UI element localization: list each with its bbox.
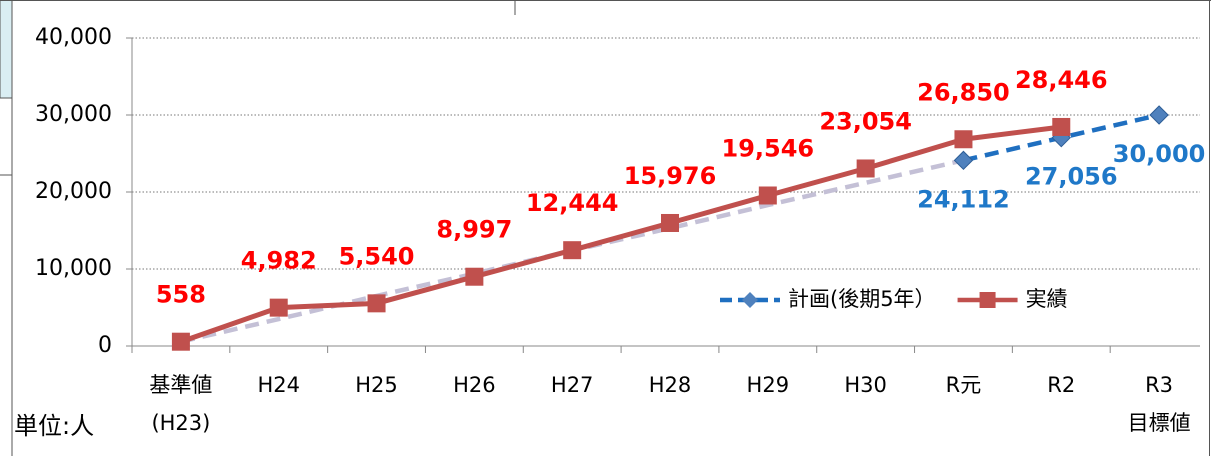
- data-label: 26,850: [917, 78, 1010, 106]
- data-label: 24,112: [917, 185, 1010, 213]
- y-tick-label: 0: [98, 333, 112, 358]
- y-tick-label: 30,000: [35, 102, 112, 127]
- y-tick-label: 40,000: [35, 25, 112, 50]
- marker: [954, 130, 973, 149]
- x-tick-label: R元: [945, 373, 982, 397]
- marker: [953, 150, 974, 171]
- x-tick-label: R2: [1047, 373, 1076, 397]
- legend-label: 計画(後期5年）: [788, 287, 936, 311]
- data-label: 4,982: [241, 247, 317, 275]
- marker: [758, 186, 777, 205]
- legend-marker: [742, 292, 758, 308]
- x-tick-label: H25: [355, 373, 398, 397]
- marker: [269, 298, 288, 317]
- marker: [367, 294, 386, 313]
- x-tick-label: H30: [844, 373, 887, 397]
- data-label: 558: [156, 281, 206, 309]
- x-tick-label: 基準値 (H23): [149, 373, 213, 435]
- data-label: 12,444: [526, 189, 619, 217]
- x-tick-label: H29: [746, 373, 790, 397]
- y-tick-label: 10,000: [35, 256, 112, 281]
- data-label: 8,997: [436, 216, 512, 244]
- data-label: 15,976: [624, 162, 717, 190]
- data-label: 30,000: [1113, 140, 1206, 168]
- data-label: 23,054: [819, 107, 912, 135]
- data-label: 27,056: [1025, 163, 1118, 191]
- y-tick-label: 20,000: [35, 179, 112, 204]
- marker: [563, 241, 582, 260]
- data-label: 28,446: [1015, 66, 1108, 94]
- x-tick-label: R3 目標値: [1127, 373, 1191, 435]
- marker: [661, 213, 679, 232]
- x-tick-label: H28: [648, 373, 692, 397]
- x-tick-label: H26: [453, 373, 496, 397]
- legend-label: 実績: [1026, 287, 1068, 311]
- x-tick-label: H27: [550, 373, 594, 397]
- data-label: 5,540: [339, 242, 415, 270]
- unit-note: 単位:人: [14, 412, 95, 440]
- x-tick-label: H24: [257, 373, 300, 397]
- series-line: [180, 124, 1062, 345]
- marker: [856, 159, 875, 178]
- marker: [1052, 117, 1071, 136]
- data-label: 19,546: [722, 134, 815, 162]
- frame-cell: [0, 0, 13, 99]
- marker: [1149, 105, 1169, 125]
- marker: [171, 332, 190, 351]
- legend-marker: [979, 292, 996, 308]
- marker: [465, 267, 484, 286]
